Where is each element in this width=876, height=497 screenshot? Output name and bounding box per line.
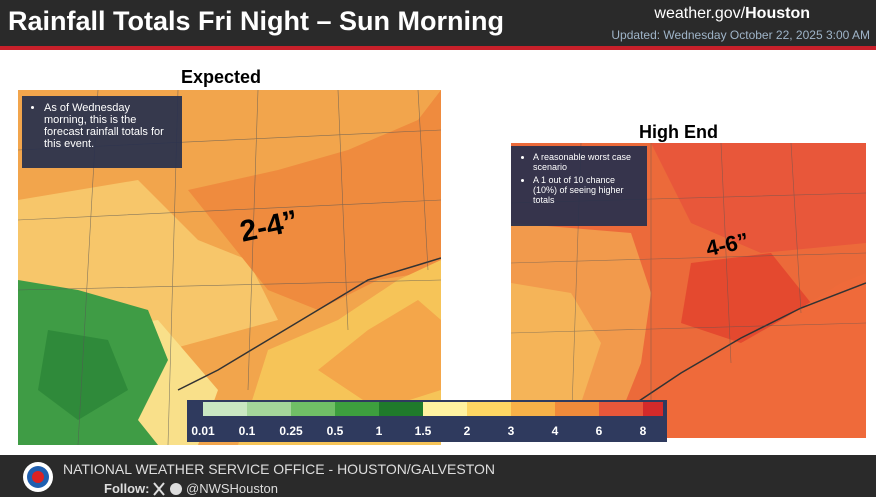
high-end-note-box: A reasonable worst case scenario A 1 out … xyxy=(511,146,647,226)
slide-title: Rainfall Totals Fri Night – Sun Morning xyxy=(8,6,504,36)
note-item: A reasonable worst case scenario xyxy=(533,152,639,172)
expected-map xyxy=(18,90,441,445)
social-handle[interactable]: @NWSHouston xyxy=(186,481,278,496)
social-icons xyxy=(153,482,182,496)
note-item: A 1 out of 10 chance (10%) of seeing hig… xyxy=(533,175,639,205)
header-bar xyxy=(0,0,876,50)
high-end-map xyxy=(511,143,866,438)
legend-label: 6 xyxy=(595,424,603,438)
site-link[interactable]: weather.gov/Houston xyxy=(654,5,810,23)
nws-logo xyxy=(23,462,53,492)
office-name: NATIONAL WEATHER SERVICE OFFICE - HOUSTO… xyxy=(63,461,495,477)
legend-label: 3 xyxy=(507,424,515,438)
note-item: As of Wednesday morning, this is the for… xyxy=(44,102,174,150)
legend-label: 0.5 xyxy=(326,424,344,438)
high-end-heading: High End xyxy=(639,122,718,142)
expected-heading: Expected xyxy=(181,67,262,87)
legend-swatches xyxy=(203,402,663,416)
high-end-notes: A reasonable worst case scenario A 1 out … xyxy=(517,152,639,205)
site-office: Houston xyxy=(745,5,810,22)
rainfall-legend: 0.01 0.1 0.25 0.5 1 1.5 2 3 4 6 8 xyxy=(187,400,667,442)
legend-label: 0.01 xyxy=(191,424,215,438)
expected-note-box: As of Wednesday morning, this is the for… xyxy=(22,96,182,168)
legend-label: 0.1 xyxy=(238,424,256,438)
legend-label: 1.5 xyxy=(414,424,432,438)
legend-label: 4 xyxy=(551,424,559,438)
updated-text: Updated: Wednesday October 22, 2025 3:00… xyxy=(611,28,870,42)
legend-label: 1 xyxy=(375,424,383,438)
footer-bar: NATIONAL WEATHER SERVICE OFFICE - HOUSTO… xyxy=(0,455,876,497)
legend-label: 8 xyxy=(639,424,647,438)
legend-label: 0.25 xyxy=(279,424,303,438)
site-prefix: weather.gov/ xyxy=(654,5,746,22)
follow-label: Follow: xyxy=(104,481,150,496)
expected-notes: As of Wednesday morning, this is the for… xyxy=(28,102,174,150)
legend-label: 2 xyxy=(463,424,471,438)
